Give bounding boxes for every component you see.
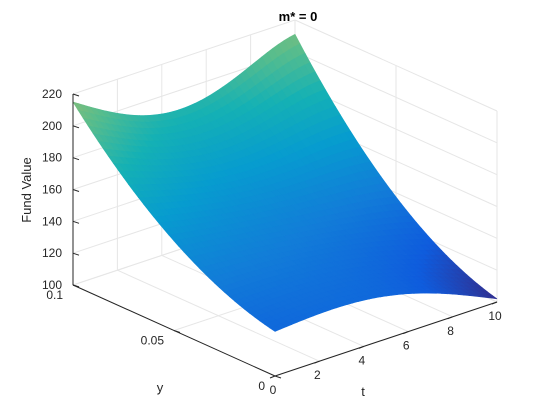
grid-line: [72, 19, 296, 95]
z-tick-mark: [72, 284, 80, 288]
t-tick-label: 4: [358, 353, 365, 367]
t-tick-mark: [358, 345, 364, 349]
axes: [72, 93, 498, 379]
t-tick-label: 8: [447, 324, 454, 338]
z-tick-mark: [72, 125, 80, 129]
t-axis-line: [274, 301, 498, 377]
z-tick-mark: [72, 189, 80, 192]
z-tick-mark: [72, 252, 80, 256]
y-tick-label: 0.1: [46, 288, 63, 302]
surface-mesh: [72, 33, 498, 332]
z-tick-label: 200: [42, 119, 62, 133]
t-tick-label: 10: [488, 309, 502, 323]
z-tick-label: 100: [42, 278, 62, 292]
t-tick-label: 2: [314, 368, 321, 382]
grid-line: [294, 51, 498, 144]
z-tick-mark: [72, 220, 80, 224]
surface-patch: [269, 325, 282, 332]
t-tick-mark: [269, 375, 276, 379]
y-axis-label: y: [157, 380, 164, 395]
y-tick-label: 0: [258, 379, 265, 393]
y-tick-mark: [274, 375, 282, 379]
t-tick-mark: [403, 331, 409, 335]
t-tick-mark: [314, 360, 320, 364]
z-tick-label: 140: [42, 214, 62, 228]
z-tick-label: 120: [42, 246, 62, 260]
z-tick-label: 220: [42, 87, 62, 101]
y-tick-label: 0.05: [141, 334, 165, 348]
t-tick-mark: [447, 316, 453, 320]
x-axis-label: t: [361, 384, 365, 399]
z-tick-label: 180: [42, 151, 62, 165]
t-tick-label: 6: [403, 339, 410, 353]
y-tick-mark: [173, 330, 181, 333]
z-axis-label: Fund Value: [19, 157, 34, 223]
t-tick-mark: [491, 301, 498, 305]
z-tick-mark: [72, 157, 80, 161]
grid-line: [294, 19, 498, 112]
t-tick-label: 0: [270, 383, 277, 397]
z-tick-mark: [72, 93, 80, 97]
chart-title: m* = 0: [279, 9, 318, 24]
z-tick-label: 160: [42, 183, 62, 197]
